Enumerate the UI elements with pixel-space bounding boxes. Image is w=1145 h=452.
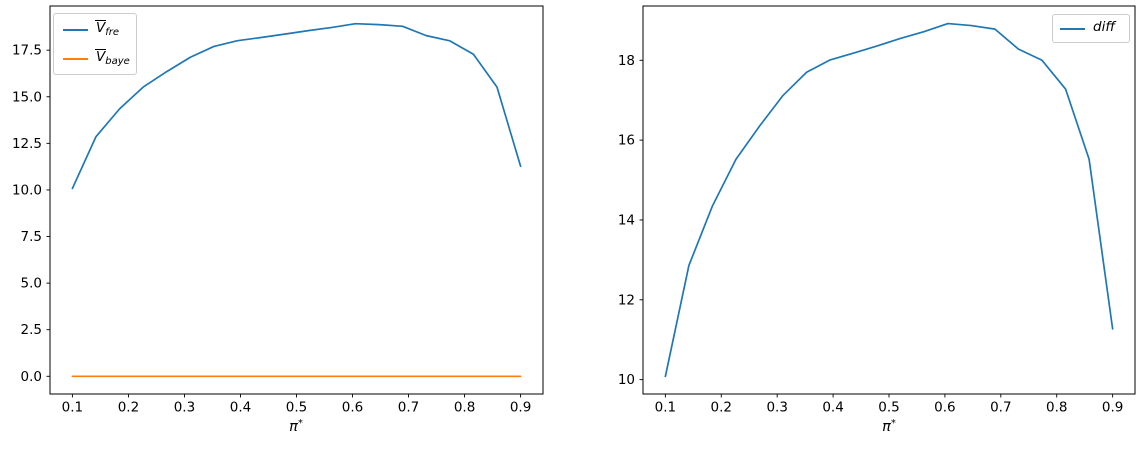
legend-line-sample [63, 57, 88, 60]
y-tick-label: 7.5 [21, 229, 42, 245]
y-tick-label: 5.0 [21, 276, 42, 292]
legend-label-sub: baye [105, 55, 130, 67]
series-line-0 [664, 22, 1114, 378]
axes-spines [642, 5, 1136, 395]
x-tick-label: 0.7 [990, 400, 1011, 416]
y-tick-label: 2.5 [21, 322, 42, 338]
y-tick-label: 12.5 [12, 136, 42, 152]
pi-superscript: * [890, 418, 896, 429]
legend-line-sample [1060, 27, 1085, 30]
legend-label: diff [1093, 18, 1116, 37]
x-tick-label: 0.9 [510, 400, 531, 416]
pi-superscript: * [297, 418, 303, 429]
x-tick-label: 0.9 [1102, 400, 1123, 416]
legend-label-main: V [94, 19, 107, 36]
x-tick-label: 0.3 [174, 400, 195, 416]
x-tick-label: 0.8 [454, 400, 475, 416]
legend-left: Vfre Vbaye [53, 13, 137, 75]
series-line-0 [71, 22, 522, 190]
x-axis-label-right: π* [882, 419, 896, 435]
y-tick-label: 10 [618, 372, 635, 388]
x-tick-label: 0.1 [62, 400, 83, 416]
y-tick-label: 17.5 [12, 43, 42, 59]
legend-entry: Vbaye [63, 49, 136, 69]
pi-symbol: π [882, 419, 891, 435]
x-tick-label: 0.1 [655, 400, 676, 416]
x-tick-label: 0.4 [822, 400, 843, 416]
y-tick-label: 10.0 [12, 182, 42, 198]
x-tick-label: 0.6 [342, 400, 363, 416]
legend-label: Vbaye [94, 48, 130, 67]
legend-label-sub: fre [105, 26, 120, 38]
x-tick-label: 0.5 [878, 400, 899, 416]
x-axis-label-left: π* [289, 419, 303, 435]
x-tick-label: 0.3 [766, 400, 787, 416]
y-tick-label: 12 [618, 292, 635, 308]
legend-entry: Vfre [63, 20, 136, 40]
y-tick-label: 16 [618, 133, 635, 149]
x-tick-label: 0.7 [398, 400, 419, 416]
y-tick-label: 0.0 [21, 369, 42, 385]
x-tick-label: 0.8 [1046, 400, 1067, 416]
legend-label: Vfre [94, 19, 120, 38]
pi-symbol: π [289, 419, 298, 435]
legend-entry: diff [1060, 19, 1129, 39]
legend-line-sample [63, 28, 88, 31]
x-tick-label: 0.6 [934, 400, 955, 416]
y-tick-label: 15.0 [12, 89, 42, 105]
y-tick-label: 14 [618, 212, 635, 228]
legend-label-main: diff [1093, 18, 1116, 35]
x-tick-label: 0.5 [286, 400, 307, 416]
legend-right: diff [1052, 14, 1130, 43]
y-tick-label: 18 [618, 53, 635, 69]
legend-label-main: V [94, 48, 107, 65]
x-tick-label: 0.2 [118, 400, 139, 416]
x-tick-label: 0.2 [711, 400, 732, 416]
x-tick-label: 0.4 [230, 400, 251, 416]
